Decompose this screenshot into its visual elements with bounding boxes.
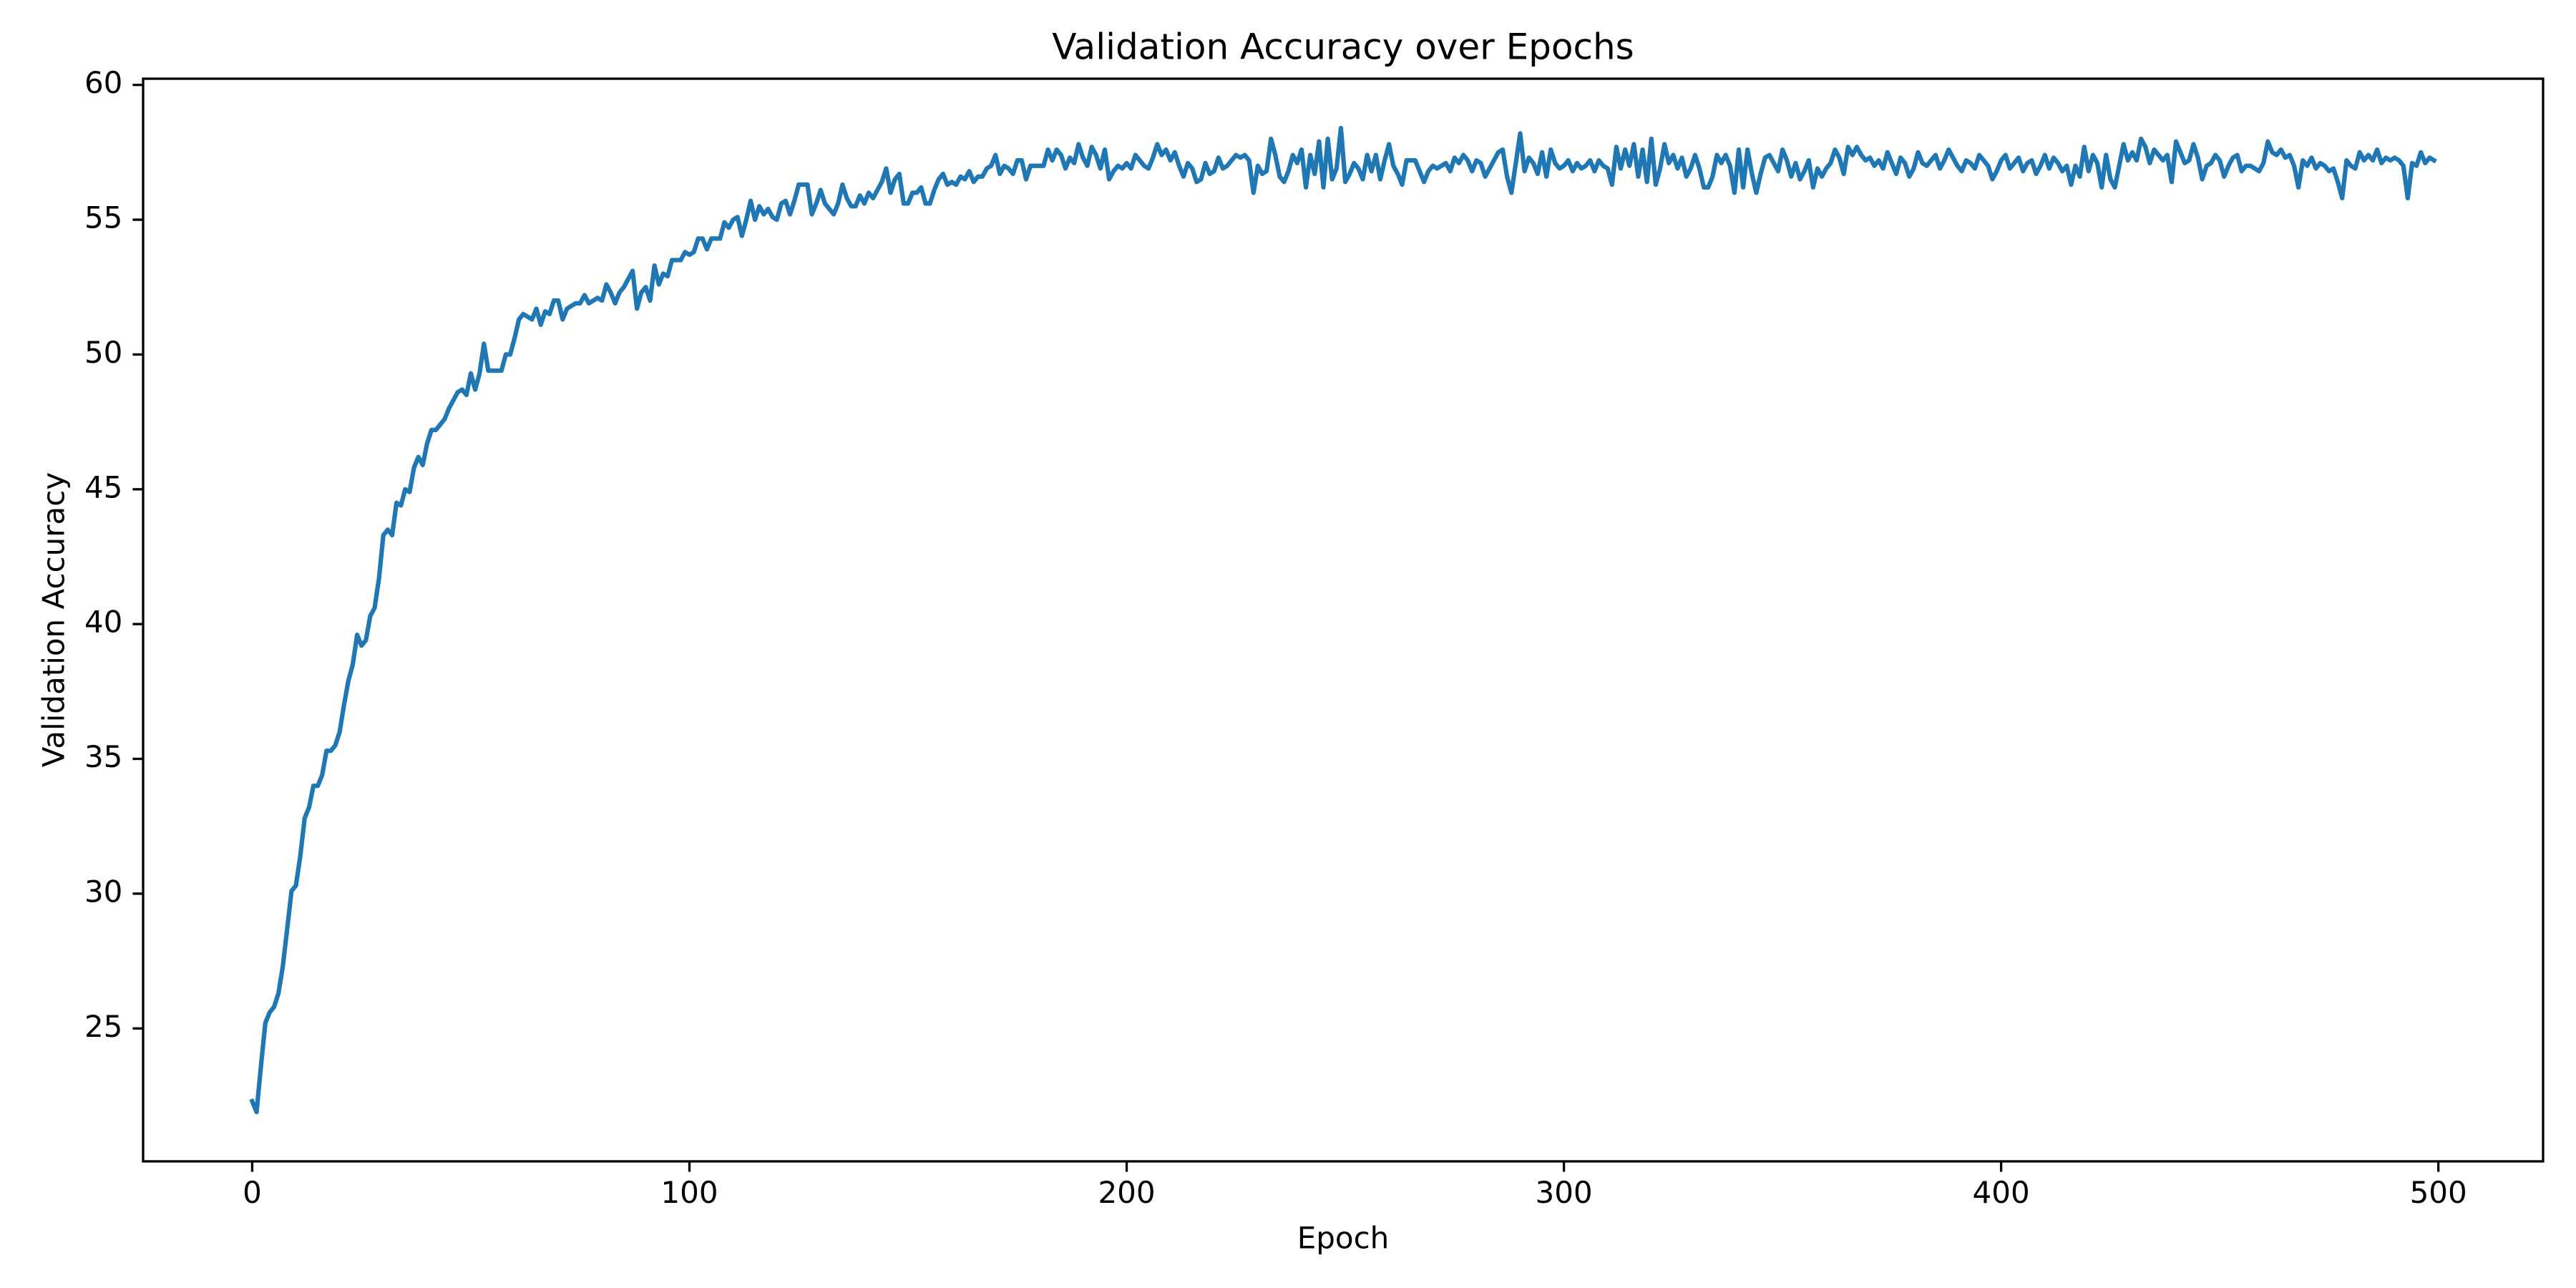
chart-title: Validation Accuracy over Epochs	[1052, 26, 1634, 68]
y-tick-label: 50	[84, 335, 122, 370]
y-tick-label: 60	[84, 65, 122, 100]
plot-frame	[142, 77, 2545, 1163]
y-tick-label: 25	[84, 1009, 122, 1044]
x-tick-label: 400	[1973, 1175, 2030, 1210]
x-axis-label: Epoch	[1297, 1221, 1390, 1256]
x-tick-label: 200	[1098, 1175, 1155, 1210]
y-tick-label: 55	[84, 200, 122, 235]
y-tick-label: 45	[84, 469, 122, 504]
x-tick-label: 500	[2410, 1175, 2467, 1210]
x-tick-label: 300	[1535, 1175, 1592, 1210]
y-tick-label: 30	[84, 874, 122, 909]
x-tick-label: 100	[660, 1175, 718, 1210]
y-tick-label: 40	[84, 605, 122, 640]
y-axis-label: Validation Accuracy	[36, 472, 72, 768]
data-line	[249, 125, 2437, 1115]
y-tick-label: 35	[84, 739, 122, 774]
x-tick-label: 0	[243, 1175, 262, 1210]
